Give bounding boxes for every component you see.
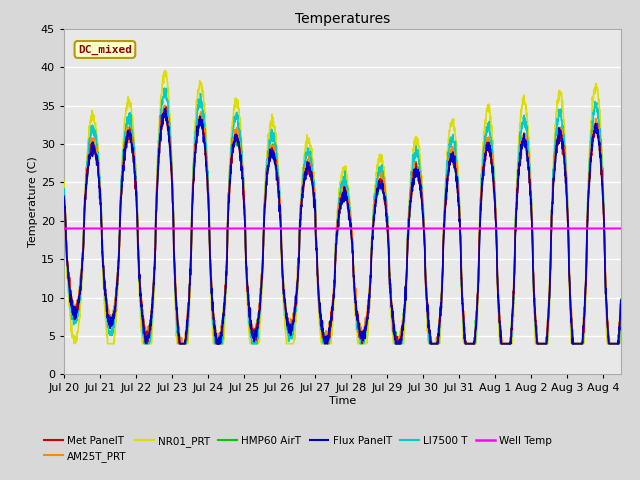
Text: DC_mixed: DC_mixed: [78, 44, 132, 55]
X-axis label: Time: Time: [329, 396, 356, 406]
Y-axis label: Temperature (C): Temperature (C): [28, 156, 38, 247]
Legend: Met PanelT, AM25T_PRT, NR01_PRT, HMP60 AirT, Flux PanelT, LI7500 T, Well Temp: Met PanelT, AM25T_PRT, NR01_PRT, HMP60 A…: [40, 432, 556, 466]
Title: Temperatures: Temperatures: [295, 12, 390, 26]
